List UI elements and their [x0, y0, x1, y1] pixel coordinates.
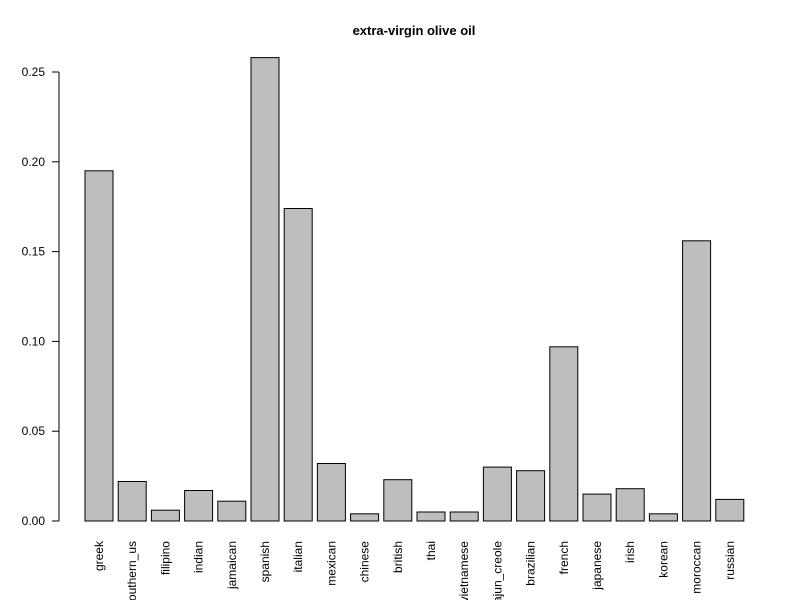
- bar-vietnamese: [449, 511, 479, 522]
- x-tick-label-moroccan: moroccan: [690, 541, 704, 594]
- y-tick-label: 0.10: [22, 334, 46, 348]
- x-tick-label-mexican: mexican: [324, 541, 338, 586]
- x-tick-label-irish: irish: [623, 541, 637, 563]
- x-tick-label-vietnamese: vietnamese: [457, 541, 471, 600]
- bar-moroccan: [682, 240, 712, 522]
- y-tick-label: 0.25: [22, 65, 46, 79]
- y-axis: 0.00 0.05 0.10 0.15 0.20 0.25: [22, 65, 60, 528]
- y-tick-label: 0.20: [22, 155, 46, 169]
- x-tick-label-french: french: [557, 541, 571, 574]
- bar-spanish: [250, 57, 280, 522]
- x-tick-label-greek: greek: [92, 540, 106, 571]
- chart-title: extra-virgin olive oil: [353, 23, 476, 38]
- x-tick-label-british: british: [391, 541, 405, 573]
- bar-italian: [283, 208, 313, 522]
- x-tick-label-thai: thai: [424, 541, 438, 560]
- bar-southern-us: [117, 481, 147, 522]
- x-tick-label-brazilian: brazilian: [524, 541, 538, 586]
- bar-filipino: [150, 509, 180, 522]
- x-tick-label-jamaican: jamaican: [225, 541, 239, 590]
- bar-irish: [615, 488, 645, 522]
- x-axis-labels: greek southern_us filipino indian jamaican sp…: [92, 540, 737, 600]
- x-tick-label-indian: indian: [192, 541, 206, 573]
- x-tick-label-italian: italian: [291, 541, 305, 572]
- bar-brazilian: [516, 470, 546, 522]
- x-tick-label-russian: russian: [723, 541, 737, 580]
- bar-cajun-creole: [482, 466, 512, 522]
- x-tick-label-cajun-creole: cajun_creole: [490, 541, 504, 600]
- bar-russian: [715, 498, 745, 522]
- x-tick-label-southern-us: southern_us: [125, 541, 139, 600]
- bar-thai: [416, 511, 446, 522]
- bar-british: [383, 479, 413, 522]
- y-tick-label: 0.00: [22, 514, 46, 528]
- bar-indian: [184, 490, 214, 522]
- x-tick-label-spanish: spanish: [258, 541, 272, 582]
- y-tick-label: 0.05: [22, 424, 46, 438]
- x-tick-label-filipino: filipino: [158, 541, 172, 575]
- bar-french: [549, 346, 579, 522]
- bar-mexican: [316, 463, 346, 522]
- x-tick-label-japanese: japanese: [590, 541, 604, 591]
- bar-series: [84, 57, 745, 522]
- x-tick-label-korean: korean: [656, 541, 670, 578]
- bar-japanese: [582, 493, 612, 522]
- bar-jamaican: [217, 500, 247, 522]
- y-tick-label: 0.15: [22, 245, 46, 259]
- bar-korean: [648, 513, 678, 522]
- x-tick-label-chinese: chinese: [358, 541, 372, 583]
- bar-greek: [84, 170, 114, 522]
- bar-chinese: [350, 513, 380, 522]
